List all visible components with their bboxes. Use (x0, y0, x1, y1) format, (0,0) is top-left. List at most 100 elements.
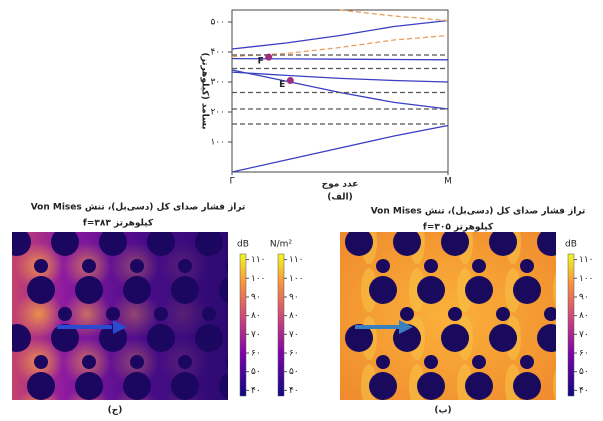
colorbar-tick-label: ۸۰ (579, 311, 589, 321)
hole-large (27, 276, 55, 304)
hole-large (99, 232, 127, 256)
hole-small (472, 259, 486, 273)
colorbar-unit: dB (565, 240, 577, 250)
colorbar-tick-label: ۱۱۰ (289, 255, 304, 265)
hole-small (130, 355, 144, 369)
colorbar-tick-label: ۴۰ (579, 386, 589, 396)
hole-large (171, 372, 199, 400)
hole-large (465, 372, 493, 400)
field-plot: تراز فشار صدای کل (دسی‌بل)، تنش Von Mise… (12, 203, 304, 417)
y-tick-label: ۳۰۰ (210, 78, 225, 88)
hole-small (202, 403, 216, 417)
band-line (231, 69, 449, 110)
caption: (ج) (108, 406, 123, 416)
hole-large (417, 372, 445, 400)
colorbar-tick-label: ۵۰ (289, 367, 299, 377)
y-tick-label: ۱۰۰ (210, 138, 225, 148)
hole-large (513, 276, 541, 304)
hole-small (82, 259, 96, 273)
hole-small (400, 403, 414, 417)
colorbar-tick-label: ۱۱۰ (251, 255, 266, 265)
colorbar-tick-label: ۱۰۰ (289, 274, 304, 284)
band-line (339, 9, 449, 22)
glow (15, 290, 63, 338)
colorbar-tick-label: ۴۰ (289, 386, 299, 396)
hole-small (592, 307, 603, 321)
wave-arrow-head (113, 320, 127, 334)
y-tick-label: ۴۰۰ (210, 48, 225, 58)
colorbar-tick-label: ۹۰ (289, 292, 299, 302)
hole-small (178, 355, 192, 369)
y-tick-label: ۲۰۰ (210, 108, 225, 118)
hole-small (154, 403, 168, 417)
hole-small (202, 307, 216, 321)
band-line (231, 71, 449, 83)
colorbar-tick-label: ۱۰۰ (251, 274, 266, 284)
colorbar-tick-label: ۸۰ (289, 311, 299, 321)
hole-large (369, 276, 397, 304)
shade (553, 368, 556, 400)
hole-large (537, 232, 556, 256)
panel-title: تراز فشار صدای کل (دسی‌بل)، تنش Von Mise… (371, 207, 586, 217)
hole-small (226, 261, 228, 271)
colorbar-tick-label: ۴۰ (251, 386, 261, 396)
hole-large (219, 372, 228, 400)
hole-large (219, 276, 228, 304)
band-line (231, 57, 449, 61)
x-tick-label: M (444, 177, 452, 187)
hole-small (178, 259, 192, 273)
colorbar-tick-label: ۶۰ (289, 349, 299, 359)
panel-title: تراز فشار صدای کل (دسی‌بل)، تنش Von Mise… (31, 203, 246, 213)
hole-large (195, 324, 223, 352)
colorbar-tick-label: ۱۰۰ (579, 274, 594, 284)
y-axis-label: بسامد (کیلوهرتز) (200, 52, 210, 129)
panel-subtitle: کیلوهرتز ۳۰۵=f (423, 223, 494, 233)
hole-small (106, 307, 120, 321)
caption: (الف) (327, 193, 352, 203)
hole-small (58, 307, 72, 321)
hole-large (27, 372, 55, 400)
field-background (340, 232, 556, 400)
hole-small (544, 403, 558, 417)
colorbar-tick-label: ۹۰ (251, 292, 261, 302)
hole-large (441, 324, 469, 352)
hole-small (592, 403, 603, 417)
hole-large (75, 372, 103, 400)
mode-point (265, 53, 273, 61)
hole-large (123, 372, 151, 400)
hole-large (369, 372, 397, 400)
hole-large (147, 232, 175, 256)
colorbar-unit: dB (237, 240, 249, 250)
hole-large (75, 276, 103, 304)
hole-small (496, 307, 510, 321)
hole-small (448, 307, 462, 321)
wave-arrow-head (399, 320, 413, 334)
colorbar (239, 253, 247, 397)
hole-small (250, 403, 264, 417)
hole-large (345, 324, 373, 352)
glow (159, 290, 207, 338)
hole-small (82, 355, 96, 369)
band-line (231, 19, 449, 50)
hole-large (12, 232, 31, 256)
mode-label: F (258, 57, 264, 67)
colorbar-tick-label: ۷۰ (289, 330, 299, 340)
hole-small (424, 355, 438, 369)
mode-point (286, 77, 294, 84)
hole-small (58, 403, 72, 417)
hole-large (393, 232, 421, 256)
field-image (340, 232, 603, 417)
hole-small (424, 259, 438, 273)
x-axis-label: عدد موج (322, 180, 359, 190)
hole-large (51, 232, 79, 256)
field-image (12, 232, 264, 417)
hole-large (513, 372, 541, 400)
hole-large (171, 276, 199, 304)
y-tick-label: ۵۰۰ (210, 18, 225, 28)
hole-large (537, 324, 556, 352)
hole-small (154, 307, 168, 321)
hole-large (345, 232, 373, 256)
colorbar-tick-label: ۷۰ (251, 330, 261, 340)
colorbar-tick-label: ۶۰ (251, 349, 261, 359)
